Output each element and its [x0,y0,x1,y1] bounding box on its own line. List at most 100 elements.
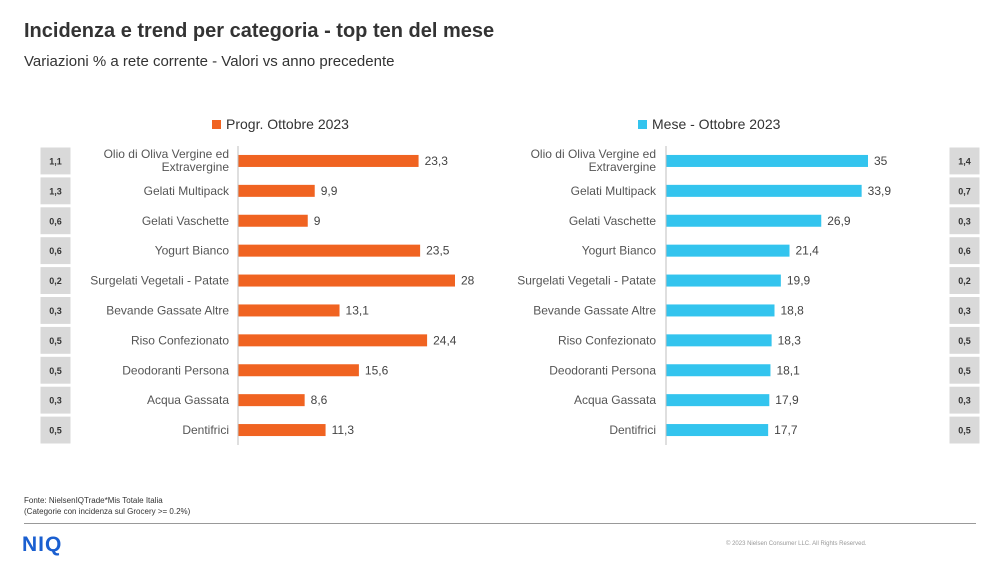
left-incidence-value: 0,5 [49,426,62,436]
left-bar [238,274,455,287]
right-bar-value-label: 35 [874,154,888,168]
left-incidence-value: 0,3 [49,396,62,406]
right-incidence-box [948,146,981,176]
legend-right-label: Mese - Ottobre 2023 [652,116,781,132]
right-category-label: Yogurt Bianco [582,244,657,258]
right-bar [666,424,769,437]
right-incidence-value: 0,5 [958,426,971,436]
left-incidence-box [39,325,72,355]
left-bar [238,154,419,167]
left-bar [238,334,428,347]
left-category-label: Deodoranti Persona [122,363,229,377]
left-bar [238,184,315,197]
page-subtitle: Variazioni % a rete corrente - Valori vs… [24,53,395,70]
right-incidence-value: 0,3 [958,306,971,316]
right-bar-value-label: 17,9 [775,393,799,407]
left-bar [238,424,326,437]
right-category-label: Surgelati Vegetali - Patate [517,274,656,288]
right-bar-value-label: 26,9 [827,214,851,228]
right-incidence-value: 0,5 [958,336,971,346]
right-category-label: Riso Confezionato [558,333,656,347]
right-incidence-value: 0,3 [958,216,971,226]
right-incidence-value: 1,4 [958,156,971,166]
right-bar [666,244,790,257]
left-bar [238,394,305,407]
right-bar [666,214,822,227]
right-incidence-value: 0,7 [958,186,971,196]
right-category-label: Bevande Gassate Altre [533,303,656,317]
right-bar [666,304,775,317]
left-bar-value-label: 9 [314,214,321,228]
left-incidence-box [39,176,72,206]
left-incidence-box [39,266,72,296]
right-bar [666,394,770,407]
left-bar [238,244,421,257]
right-category-label: Dentifrici [609,423,656,437]
source-line-2: (Categorie con incidenza sul Grocery >= … [24,507,191,516]
right-bar [666,334,772,347]
left-incidence-value: 0,5 [49,366,62,376]
right-bar [666,274,781,287]
right-incidence-box [948,176,981,206]
right-category-label: Acqua Gassata [574,393,656,407]
left-category-label: Surgelati Vegetali - Patate [90,274,229,288]
right-category-label: Gelati Multipack [571,184,657,198]
right-category-label: Olio di Oliva Vergine ed Extravergine [531,147,657,174]
right-incidence-box [948,236,981,266]
right-bar-value-label: 21,4 [796,244,820,258]
left-incidence-value: 0,2 [49,276,62,286]
niq-logo: NIQ [22,533,63,556]
right-incidence-value: 0,3 [958,396,971,406]
right-bar [666,364,771,377]
left-incidence-value: 1,1 [49,156,62,166]
right-bar [666,154,868,167]
left-category-label: Bevande Gassate Altre [106,303,229,317]
right-bar [666,184,862,197]
legend-right-swatch [638,119,647,129]
copyright-text: © 2023 Nielsen Consumer LLC. All Rights … [726,541,867,547]
left-incidence-box [39,206,72,236]
left-bar-value-label: 23,3 [425,154,449,168]
left-incidence-box [39,236,72,266]
right-bar-value-label: 18,1 [776,363,800,377]
left-category-label: Acqua Gassata [147,393,229,407]
legend-left-label: Progr. Ottobre 2023 [226,116,349,132]
footer-divider [24,523,976,524]
right-incidence-box [948,206,981,236]
right-incidence-box [948,325,981,355]
left-incidence-value: 0,6 [49,216,62,226]
left-bar-value-label: 9,9 [321,184,338,198]
right-bar-value-label: 19,9 [787,274,811,288]
left-bar-value-label: 15,6 [365,363,389,377]
left-bar-value-label: 24,4 [433,333,457,347]
right-incidence-box [948,415,981,445]
right-incidence-box [948,355,981,385]
left-bar-value-label: 13,1 [346,303,370,317]
legend-right: Mese - Ottobre 2023 [638,116,780,132]
left-incidence-value: 0,5 [49,336,62,346]
source-note: Fonte: NielsenIQTrade*Mis Totale Italia … [24,495,190,517]
right-bar-value-label: 18,8 [781,303,805,317]
left-incidence-box [39,146,72,176]
source-line-1: Fonte: NielsenIQTrade*Mis Totale Italia [24,496,163,505]
left-category-label: Yogurt Bianco [155,244,230,258]
right-incidence-value: 0,6 [958,246,971,256]
legend-left-swatch [212,119,221,129]
page-title: Incidenza e trend per categoria - top te… [24,20,495,42]
left-bar-value-label: 8,6 [311,393,328,407]
right-incidence-box [948,266,981,296]
left-category-label: Gelati Vaschette [142,214,229,228]
right-incidence-box [948,296,981,325]
left-bar-value-label: 28 [461,274,475,288]
right-category-label: Gelati Vaschette [569,214,656,228]
right-incidence-value: 0,2 [958,276,971,286]
left-incidence-value: 1,3 [49,186,62,196]
right-bar-value-label: 17,7 [774,423,798,437]
right-category-label: Deodoranti Persona [549,363,656,377]
left-category-label: Dentifrici [182,423,229,437]
left-bar-value-label: 23,5 [426,244,450,258]
left-bar-value-label: 11,3 [332,423,355,437]
left-bar [238,364,359,377]
right-incidence-value: 0,5 [958,366,971,376]
left-category-label: Riso Confezionato [131,333,229,347]
